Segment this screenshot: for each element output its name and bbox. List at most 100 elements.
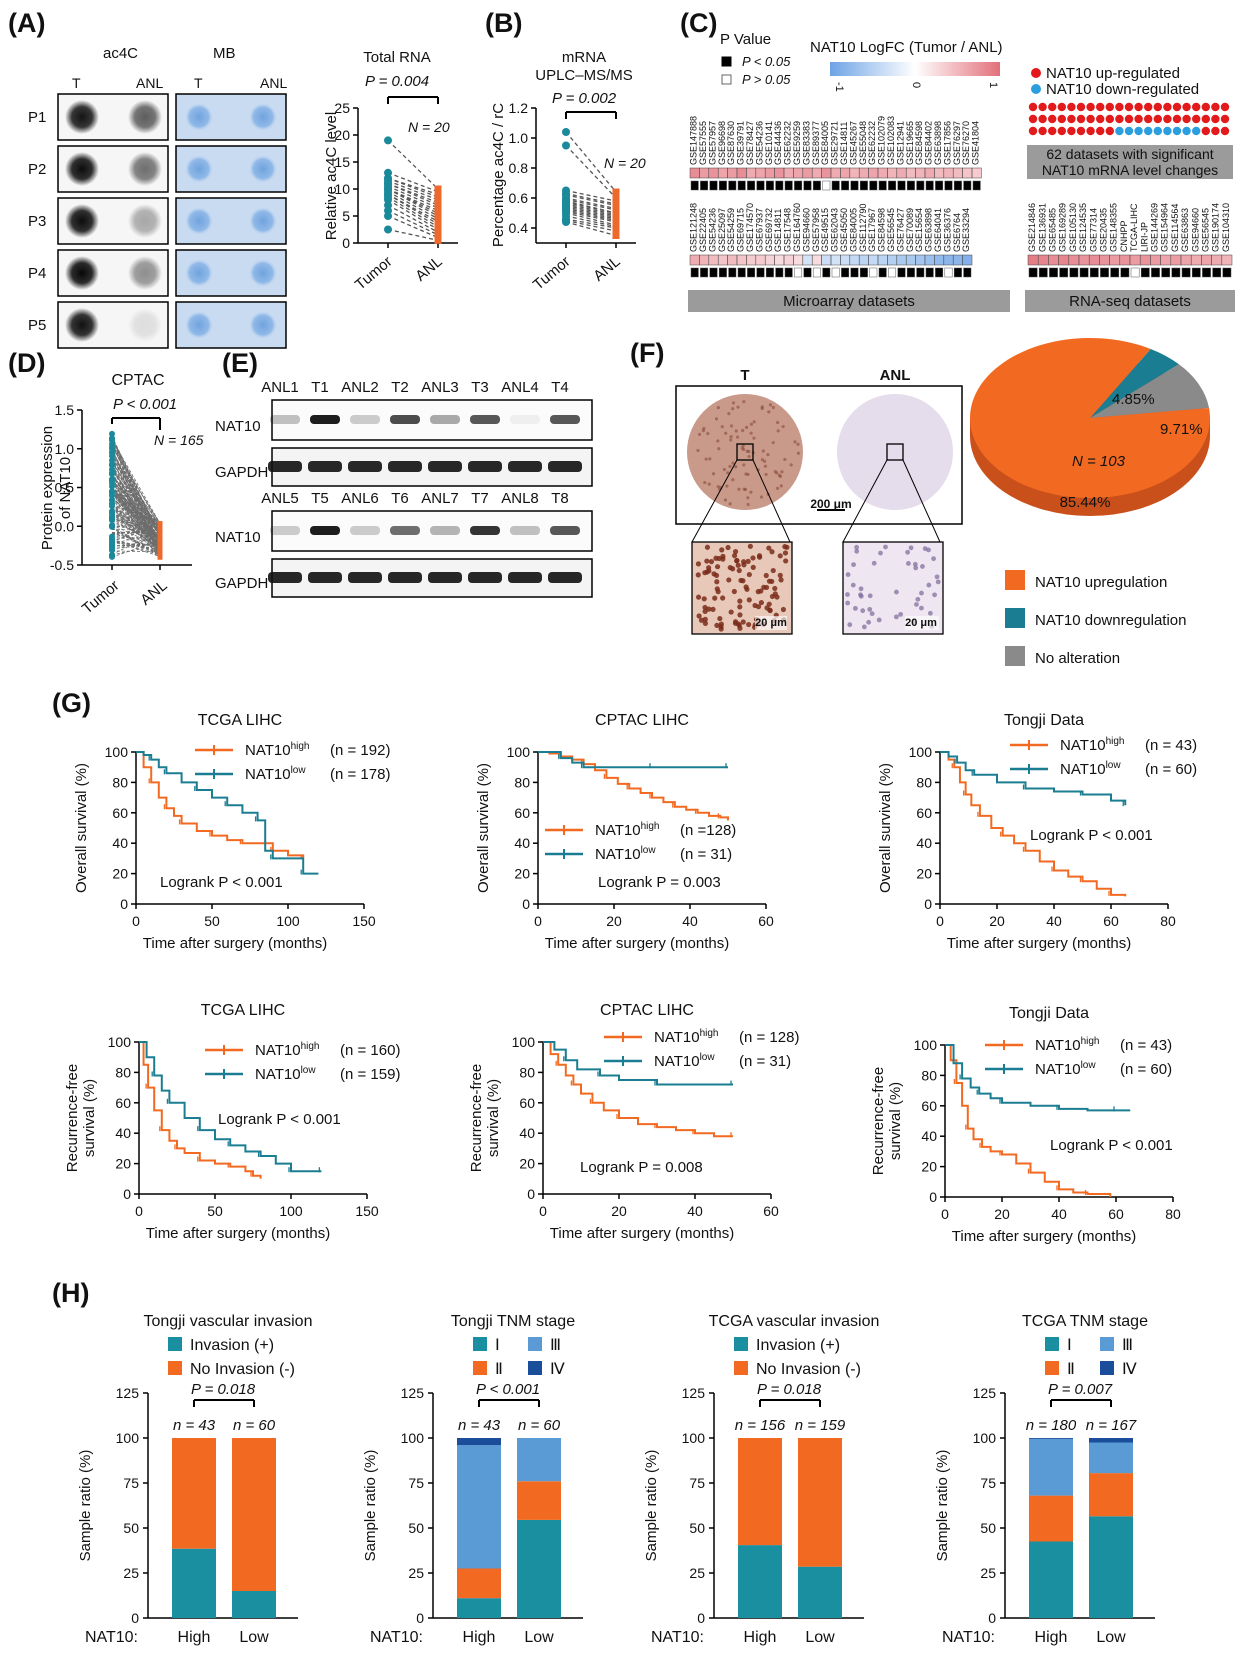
ac4c-dot-anl (128, 100, 162, 134)
x-tick-label: 0 (941, 1206, 949, 1222)
rnaseq-sig-cell (1089, 267, 1099, 278)
ihc-zoom-nucleus (763, 572, 769, 579)
down-regulated-dot (1153, 126, 1163, 136)
ihc-nucleus-t (780, 470, 784, 474)
up-regulated-dot (1211, 114, 1220, 124)
rnaseq-dataset-name: CNHPP (1119, 220, 1129, 252)
bar-chart-2-legend-swatch-1 (473, 1337, 487, 1351)
legend-sup: high (301, 1041, 320, 1052)
microarray-r2-dataset-name: GSE62043 (830, 208, 840, 252)
microarray-r2-dataset-name: GSE54236 (707, 208, 717, 252)
ihc-zoom-nucleus (920, 564, 925, 569)
bar-chart-4-bar-high-seg-3 (1029, 1438, 1073, 1496)
ihc-nucleus-t (711, 472, 716, 476)
ihc-zoom-nucleus (720, 556, 726, 562)
y-tick-label: 20 (112, 866, 128, 882)
ihc-zoom-nucleus (718, 626, 724, 632)
ihc-zoom-nucleus (845, 592, 850, 597)
y-tick-label: 0 (120, 896, 128, 912)
microarray-r2-dataset-name: GSE17967 (867, 208, 877, 252)
microarray-r1-fc-cell (858, 167, 869, 179)
up-regulated-dot (1163, 114, 1172, 124)
km-plot-5-logrank: Logrank P = 0.008 (580, 1159, 703, 1176)
microarray-r2-fc-cell (830, 254, 841, 266)
y-tick-label: 0 (697, 1610, 705, 1626)
microarray-r1-fc-cell (896, 167, 907, 179)
microarray-r1-sig-cell (925, 180, 934, 191)
ihc-nucleus-t (703, 480, 707, 485)
logfc-legend-title: NAT10 LogFC (Tumor / ANL) (810, 39, 1003, 56)
bar-chart-2-bar-low-seg-2 (517, 1481, 561, 1520)
ac4c-dot-t (65, 204, 99, 238)
bar-chart-4-y-label: Sample ratio (%) (934, 1450, 951, 1562)
ihc-zoom-nucleus (735, 562, 741, 568)
microarray-r1-sig-cell (784, 180, 793, 191)
ihc-zoom-nucleus (783, 558, 789, 564)
up-regulated-dot (1096, 126, 1105, 136)
bar-chart-3-p-value: P = 0.018 (757, 1381, 822, 1398)
rnaseq-fc-cell (1027, 254, 1039, 266)
blot-bottom-gapdh-band (508, 572, 542, 583)
x-tick-label: 0 (135, 1203, 143, 1219)
ihc-zoom-nucleus (717, 615, 723, 622)
rnaseq-dataset-name: GSE77314 (1088, 208, 1098, 252)
bar-chart-4-legend-1: Ⅰ (1067, 1337, 1072, 1354)
microarray-r1-sig-cell (869, 180, 878, 191)
ac4c-dot-t (65, 100, 99, 134)
km-plot-4-y-label-2: survival (%) (81, 1079, 98, 1157)
microarray-r2-dataset-name: GSE112790 (858, 204, 868, 252)
km-plot-6-legend-label-high: NAT10high (1035, 1036, 1099, 1054)
paired-line (111, 520, 161, 544)
microarray-r2-fc-cell (793, 254, 804, 266)
mb-dot-t (185, 207, 213, 235)
km-plot-6-title: Tongji Data (1009, 1005, 1089, 1022)
anl-point (157, 546, 163, 552)
km-plot-5-curve-high (543, 1041, 733, 1138)
blot-bottom-nat10-label: NAT10 (215, 529, 261, 546)
rnaseq-sig-cell (1028, 267, 1038, 278)
ihc-zoom-nucleus (850, 582, 856, 588)
microarray-r2-sig-cell (747, 267, 756, 278)
y-tick-label: 100 (401, 1430, 425, 1446)
paired-line (387, 215, 439, 239)
rnaseq-sig-cell (1110, 267, 1120, 278)
paired-line (111, 460, 161, 541)
blot-bottom-lane-label: ANL5 (261, 490, 299, 507)
paired-line (565, 197, 617, 210)
ihc-zoom-nucleus (725, 544, 731, 551)
legend-sup: low (700, 1052, 716, 1063)
ihc-zoom-nucleus (740, 559, 747, 565)
microarray-r2-sig-cell (859, 267, 868, 278)
ihc-nucleus-t (731, 401, 736, 405)
mb-dot-t (185, 259, 213, 287)
n-total-rna: N = 20 (408, 119, 450, 135)
bar-chart-1-p-value: P = 0.018 (191, 1381, 256, 1398)
ihc-nucleus-t (716, 406, 720, 410)
up-regulated-dot (1067, 114, 1076, 124)
blot-header-mb: MB (213, 45, 236, 62)
paired-line (111, 444, 161, 546)
microarray-r1-sig-cell (775, 180, 784, 191)
ihc-label-t: T (740, 367, 749, 384)
bar-chart-3-n-low: n = 159 (795, 1417, 846, 1434)
tumor-point (109, 462, 115, 469)
ihc-zoom-nucleus (714, 564, 721, 570)
bar-chart-4-x-prefix: NAT10: (942, 1629, 995, 1646)
blot-top-lane-label: ANL4 (501, 379, 539, 396)
rnaseq-dataset-name: GSE190174 (1211, 203, 1221, 252)
tumor-point (109, 470, 115, 477)
rnaseq-sig-cell (1069, 267, 1079, 278)
ihc-nucleus-t (696, 448, 700, 453)
bar-chart-2-bar-low-seg-3 (517, 1438, 561, 1482)
rnaseq-sig-cell (1079, 267, 1089, 278)
ihc-nucleus-t (729, 435, 733, 439)
y-tick-label: 60 (115, 1095, 131, 1111)
blot-bottom-lane-label: T7 (471, 490, 489, 507)
up-regulated-dot (1172, 102, 1182, 112)
km-plot-6-legend-n-low: (n = 60) (1120, 1061, 1172, 1078)
ihc-nucleus-t (723, 498, 728, 502)
microarray-r1-dataset-name: GSE39791 (736, 121, 746, 165)
microarray-r2-sig-cell (953, 267, 962, 278)
microarray-r2-fc-cell (934, 254, 945, 266)
x-tick-label-tumor: Tumor (530, 253, 574, 294)
